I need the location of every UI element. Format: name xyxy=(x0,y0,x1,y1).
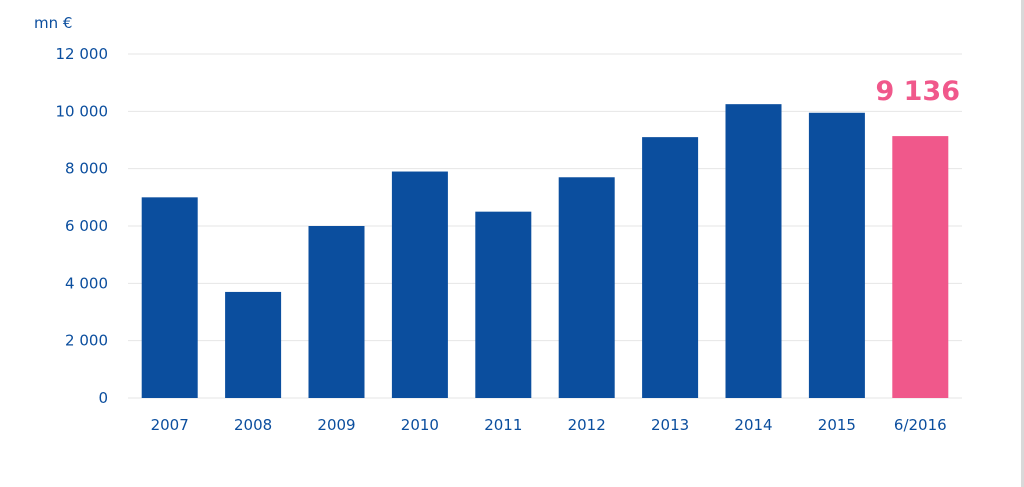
x-tick-label: 2007 xyxy=(151,416,189,434)
y-tick-label: 4 000 xyxy=(65,274,108,292)
y-axis-tick-labels: 0 2 000 4 000 6 000 8 000 10 000 12 000 xyxy=(56,45,109,407)
bar xyxy=(475,211,532,398)
bar xyxy=(391,171,448,398)
highlight-data-label: 9 136 xyxy=(875,76,960,107)
x-tick-label: 2011 xyxy=(484,416,522,434)
y-tick-label: 6 000 xyxy=(65,217,108,235)
bar xyxy=(808,112,865,399)
bar xyxy=(225,291,282,398)
bar xyxy=(141,197,198,398)
right-edge-divider xyxy=(1021,0,1024,487)
y-tick-label: 12 000 xyxy=(56,45,109,63)
x-tick-label: 6/2016 xyxy=(894,416,947,434)
x-tick-label: 2009 xyxy=(317,416,355,434)
x-tick-label: 2013 xyxy=(651,416,689,434)
bar xyxy=(308,226,365,398)
y-tick-label: 0 xyxy=(98,389,108,407)
x-tick-label: 2015 xyxy=(818,416,856,434)
y-axis-unit-label: mn € xyxy=(34,14,72,32)
y-tick-label: 8 000 xyxy=(65,160,108,178)
bar xyxy=(558,177,615,398)
x-tick-label: 2012 xyxy=(568,416,606,434)
x-tick-label: 2014 xyxy=(734,416,772,434)
x-axis-tick-labels: 2007 2008 2009 2010 2011 2012 2013 2014 2015 6/20… xyxy=(151,416,947,434)
bar xyxy=(725,104,782,399)
x-tick-label: 2010 xyxy=(401,416,439,434)
bar xyxy=(642,137,699,398)
y-tick-label: 2 000 xyxy=(65,332,108,350)
x-tick-label: 2008 xyxy=(234,416,272,434)
bars xyxy=(141,104,949,399)
y-tick-label: 10 000 xyxy=(56,102,109,120)
highlighted-bar xyxy=(892,136,949,399)
